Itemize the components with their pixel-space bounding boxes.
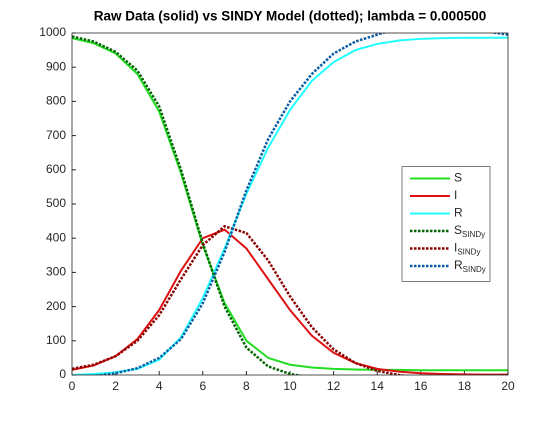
y-tick-label: 700 xyxy=(46,128,66,142)
legend-subscript: SINDy xyxy=(462,230,485,239)
legend-label: R xyxy=(454,206,463,220)
y-tick-label: 600 xyxy=(46,162,66,176)
y-tick-label: 200 xyxy=(46,299,66,313)
y-tick-label: 500 xyxy=(46,196,66,210)
series-line xyxy=(72,37,508,372)
legend-subscript: SINDy xyxy=(457,248,480,257)
legend-name: R xyxy=(454,206,463,220)
x-tick-label: 18 xyxy=(458,379,472,393)
legend-name: S xyxy=(454,223,462,237)
y-tick-label: 800 xyxy=(46,94,66,108)
legend-label: ISINDy xyxy=(454,241,480,257)
y-tick-label: 100 xyxy=(46,333,66,347)
x-tick-label: 6 xyxy=(199,379,206,393)
x-tick-label: 4 xyxy=(156,379,163,393)
x-tick-label: 10 xyxy=(283,379,297,393)
x-tick-label: 8 xyxy=(243,379,250,393)
legend-subscript: SINDy xyxy=(463,265,486,274)
series-line xyxy=(72,35,304,375)
legend-box xyxy=(401,166,491,282)
x-tick-label: 2 xyxy=(112,379,119,393)
series-line xyxy=(72,224,508,375)
axes-box xyxy=(71,32,509,376)
series-line xyxy=(86,33,508,375)
x-tick-label: 16 xyxy=(414,379,428,393)
legend-label: SSINDy xyxy=(454,223,485,239)
x-tick-label: 14 xyxy=(371,379,385,393)
x-tick-label: 0 xyxy=(69,379,76,393)
legend-label: I xyxy=(454,188,457,202)
x-tick-label: 12 xyxy=(327,379,341,393)
legend-name: R xyxy=(454,258,463,272)
y-tick-label: 0 xyxy=(59,367,66,381)
y-tick-label: 300 xyxy=(46,265,66,279)
y-tick-label: 1000 xyxy=(39,25,66,39)
legend-name: I xyxy=(454,241,457,255)
x-tick-label: 20 xyxy=(501,379,515,393)
plot-lines xyxy=(72,33,508,375)
legend-name: S xyxy=(454,171,462,185)
series-line xyxy=(72,228,508,375)
legend-name: I xyxy=(454,188,457,202)
y-tick-label: 900 xyxy=(46,59,66,73)
legend-label: RSINDy xyxy=(454,258,486,274)
legend-label: S xyxy=(454,171,462,185)
chart-title: Raw Data (solid) vs SINDY Model (dotted)… xyxy=(94,9,486,24)
y-tick-label: 400 xyxy=(46,230,66,244)
